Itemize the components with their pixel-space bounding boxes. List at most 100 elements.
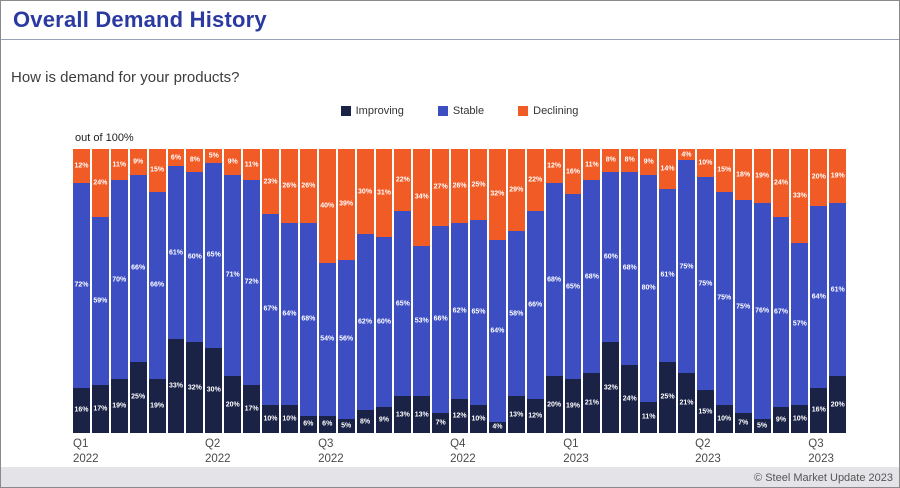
stable-swatch-icon xyxy=(437,106,448,116)
stacked-bar[interactable]: 8% 60% 32% xyxy=(602,149,620,433)
stacked-bar[interactable]: 4% 75% 21% xyxy=(678,149,695,433)
stacked-bar[interactable]: 19% 76% 5% xyxy=(753,149,771,433)
stacked-bar[interactable]: 40% 54% 6% xyxy=(318,149,336,433)
stable-segment: 68% xyxy=(545,183,563,377)
stacked-bar[interactable]: 6% 61% 33% xyxy=(167,149,185,433)
improving-segment: 15% xyxy=(696,390,714,433)
stacked-bar[interactable]: 25% 65% 10% xyxy=(470,149,487,433)
declining-segment: 9% xyxy=(640,149,658,175)
stable-segment: 66% xyxy=(148,191,166,380)
stable-segment: 67% xyxy=(772,217,790,408)
stacked-bar[interactable]: 22% 66% 12% xyxy=(526,149,544,433)
stable-segment: 67% xyxy=(262,214,279,405)
stacked-bar[interactable]: 31% 60% 9% xyxy=(375,149,393,433)
stable-value-label: 66% xyxy=(131,264,146,272)
stable-segment: 65% xyxy=(470,220,487,405)
stacked-bar[interactable]: 14% 61% 25% xyxy=(659,149,676,433)
declining-value-label: 9% xyxy=(643,158,654,166)
stacked-bar[interactable]: 11% 70% 19% xyxy=(110,149,128,433)
stable-segment: 72% xyxy=(243,180,261,385)
stable-segment: 72% xyxy=(73,183,90,388)
stacked-bar[interactable]: 26% 68% 6% xyxy=(299,149,317,433)
improving-segment: 33% xyxy=(167,339,185,433)
stacked-bar[interactable]: 11% 72% 17% xyxy=(243,149,261,433)
declining-segment: 29% xyxy=(507,149,525,232)
stable-segment: 57% xyxy=(791,242,809,405)
stacked-bar[interactable]: 9% 80% 11% xyxy=(640,149,658,433)
stacked-bar[interactable]: 9% 66% 25% xyxy=(129,149,147,433)
declining-segment: 34% xyxy=(413,149,431,246)
improving-value-label: 11% xyxy=(641,413,656,421)
legend-item-stable[interactable]: Stable xyxy=(437,105,484,117)
stacked-bar[interactable]: 32% 64% 4% xyxy=(488,149,506,433)
stable-value-label: 80% xyxy=(641,284,656,292)
declining-segment: 26% xyxy=(280,149,298,223)
stacked-bar[interactable]: 29% 58% 13% xyxy=(507,149,525,433)
declining-value-label: 9% xyxy=(133,158,144,166)
declining-value-label: 19% xyxy=(755,172,770,180)
declining-value-label: 27% xyxy=(433,183,448,191)
stacked-bar[interactable]: 11% 68% 21% xyxy=(583,149,601,433)
stacked-bar[interactable]: 26% 64% 10% xyxy=(280,149,298,433)
stacked-bar[interactable]: 39% 56% 5% xyxy=(337,149,355,433)
stable-value-label: 64% xyxy=(490,327,505,335)
stacked-bar[interactable]: 24% 59% 17% xyxy=(91,149,109,433)
stacked-bar[interactable]: 19% 61% 20% xyxy=(829,149,847,433)
declining-value-label: 11% xyxy=(112,161,127,169)
improving-segment: 19% xyxy=(148,379,166,433)
stacked-bar[interactable]: 22% 65% 13% xyxy=(394,149,412,433)
stacked-bar[interactable]: 10% 75% 15% xyxy=(696,149,714,433)
stacked-bar[interactable]: 26% 62% 12% xyxy=(451,149,469,433)
improving-segment: 17% xyxy=(91,384,109,433)
declining-value-label: 6% xyxy=(170,154,182,162)
stable-value-label: 66% xyxy=(433,315,448,323)
improving-value-label: 6% xyxy=(303,420,314,428)
improving-value-label: 17% xyxy=(93,405,108,413)
legend-item-declining[interactable]: Declining xyxy=(518,105,578,117)
declining-segment: 30% xyxy=(356,149,374,235)
declining-value-label: 23% xyxy=(263,178,278,186)
stable-segment: 68% xyxy=(583,180,601,374)
legend-item-improving[interactable]: Improving xyxy=(340,105,404,117)
stacked-bar[interactable]: 15% 66% 19% xyxy=(148,149,166,433)
improving-value-label: 12% xyxy=(528,412,543,420)
improving-segment: 16% xyxy=(73,387,90,433)
declining-value-label: 18% xyxy=(736,171,751,179)
stacked-bar[interactable]: 8% 68% 24% xyxy=(621,149,639,433)
declining-segment: 32% xyxy=(488,149,506,240)
declining-segment: 11% xyxy=(243,149,261,181)
declining-segment: 20% xyxy=(810,149,828,206)
stacked-bar[interactable]: 12% 68% 20% xyxy=(545,149,563,433)
improving-value-label: 21% xyxy=(584,399,599,407)
declining-segment: 8% xyxy=(186,149,204,172)
stable-segment: 56% xyxy=(337,259,355,419)
declining-value-label: 30% xyxy=(358,188,373,196)
stable-segment: 68% xyxy=(299,222,317,416)
stacked-bar[interactable]: 9% 71% 20% xyxy=(224,149,242,433)
legend-label: Improving xyxy=(355,105,404,117)
stacked-bar[interactable]: 16% 65% 19% xyxy=(564,149,582,433)
improving-value-label: 16% xyxy=(811,406,826,414)
stacked-bar[interactable]: 33% 57% 10% xyxy=(791,149,809,433)
stacked-bar[interactable]: 15% 75% 10% xyxy=(715,149,733,433)
stacked-bar[interactable]: 18% 75% 7% xyxy=(734,149,752,433)
stacked-bar[interactable]: 24% 67% 9% xyxy=(772,149,790,433)
stacked-bar[interactable]: 30% 62% 8% xyxy=(356,149,374,433)
stacked-bar[interactable]: 23% 67% 10% xyxy=(262,149,279,433)
improving-value-label: 13% xyxy=(509,411,524,419)
stacked-bar[interactable]: 20% 64% 16% xyxy=(810,149,828,433)
stacked-bar[interactable]: 12% 72% 16% xyxy=(73,149,90,433)
declining-value-label: 20% xyxy=(811,173,826,181)
improving-segment: 25% xyxy=(659,361,676,433)
declining-segment: 10% xyxy=(696,149,714,178)
declining-segment: 15% xyxy=(715,149,733,192)
stacked-bar[interactable]: 5% 65% 30% xyxy=(205,149,223,433)
stacked-bar[interactable]: 34% 53% 13% xyxy=(413,149,431,433)
stacked-bar[interactable]: 8% 60% 32% xyxy=(186,149,204,433)
declining-value-label: 31% xyxy=(376,189,391,197)
stable-value-label: 67% xyxy=(263,305,278,313)
improving-value-label: 12% xyxy=(452,412,467,420)
improving-segment: 6% xyxy=(318,415,336,433)
improving-value-label: 9% xyxy=(775,416,787,424)
stacked-bar[interactable]: 27% 66% 7% xyxy=(432,149,450,433)
